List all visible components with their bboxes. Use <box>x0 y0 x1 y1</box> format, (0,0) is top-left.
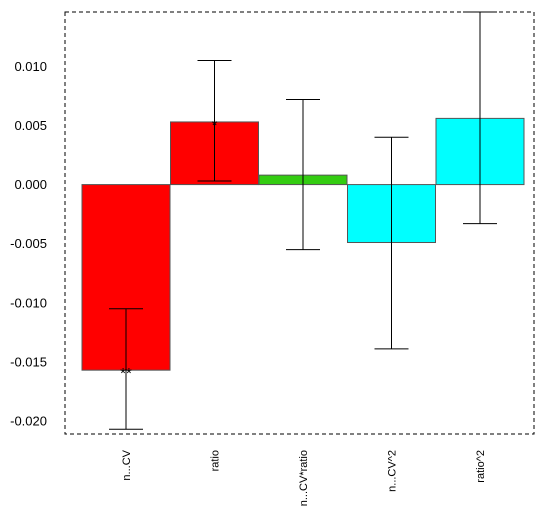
x-axis: n...CV ratio n...CV*ratio n...CV^2 ratio^2 <box>121 449 487 506</box>
y-tick-label: -0.020 <box>10 413 47 428</box>
y-tick-label: 0.000 <box>14 177 47 192</box>
significance-markers: *** <box>120 117 217 382</box>
x-category-label: ratio^2 <box>475 450 487 483</box>
y-tick-label: 0.010 <box>14 59 47 74</box>
x-category-label: n...CV^2 <box>387 450 399 492</box>
y-tick-label: -0.010 <box>10 295 47 310</box>
significance-marker: * <box>212 117 218 134</box>
plot-border <box>64 11 535 435</box>
y-axis: 0.010 0.005 0.000 -0.005 -0.010 -0.015 -0.020 <box>10 59 47 429</box>
y-tick-label: 0.005 <box>14 118 47 133</box>
x-category-label: n...CV*ratio <box>298 450 310 506</box>
y-tick-label: -0.015 <box>10 354 47 369</box>
y-tick-label: -0.005 <box>10 236 47 251</box>
error-bars <box>109 11 497 430</box>
x-category-label: n...CV <box>121 449 133 480</box>
plot-frame <box>64 11 535 435</box>
significance-marker: ** <box>120 365 132 382</box>
x-category-label: ratio <box>210 450 222 471</box>
